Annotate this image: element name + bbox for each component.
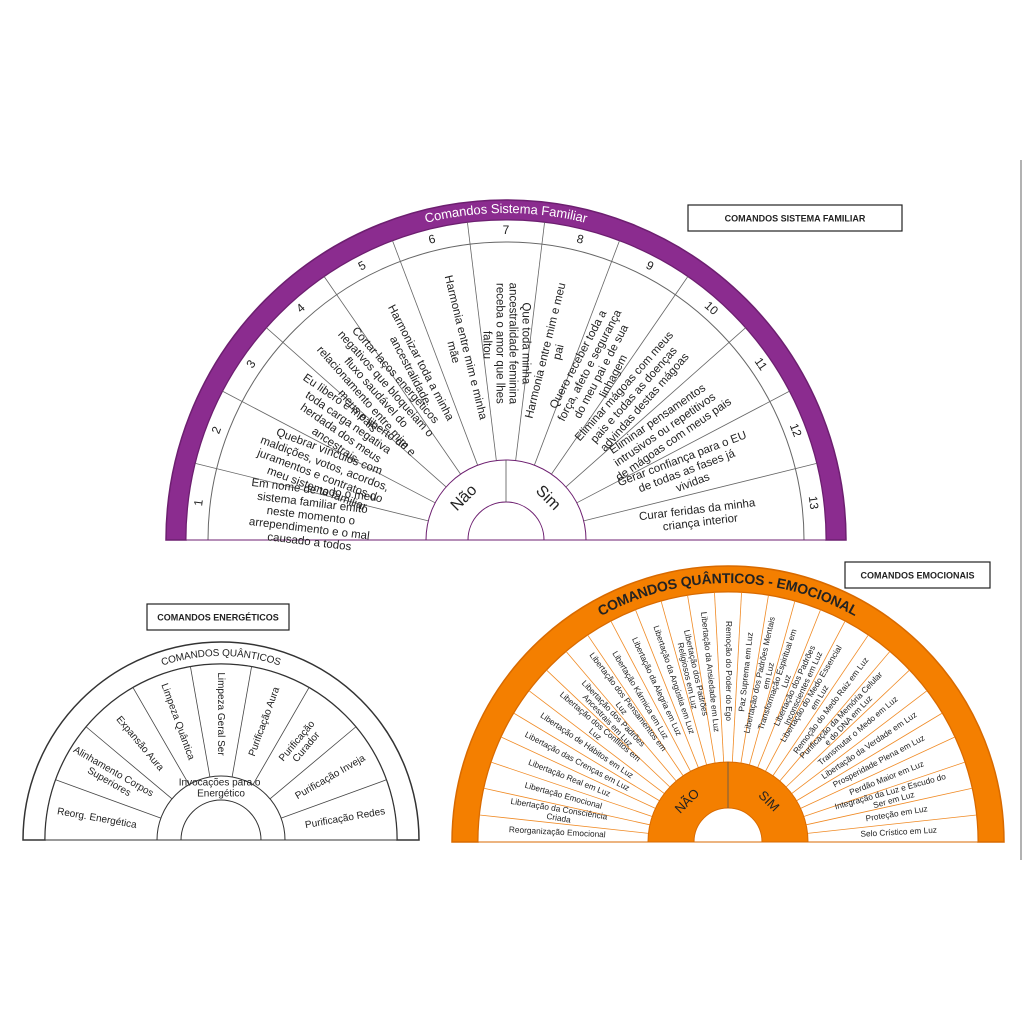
sector-divider	[513, 712, 660, 802]
sector-divider	[576, 390, 790, 504]
number-ring	[207, 241, 805, 541]
box-label: COMANDOS SISTEMA FAMILIAR	[725, 213, 866, 223]
sector-divider	[785, 669, 910, 788]
sector-divider	[551, 276, 689, 475]
sector-number: 12	[787, 421, 805, 439]
sector-divider	[252, 687, 310, 785]
hub-label: Invocações para o Energético	[179, 777, 264, 799]
sector-divider	[323, 276, 461, 475]
sector-divider	[467, 222, 497, 461]
sector-divider	[546, 669, 671, 788]
sector-number: 1	[191, 498, 206, 507]
sector-label: Remoção do Poder do Ego	[724, 621, 734, 721]
sector-divider	[807, 814, 977, 834]
sector-divider	[635, 609, 699, 768]
sector-divider	[85, 726, 173, 800]
sector-number: 13	[806, 495, 822, 510]
sector-divider	[714, 592, 725, 763]
sector-divider	[195, 463, 429, 522]
sector-divider	[610, 620, 691, 772]
sector-number: 2	[209, 424, 225, 436]
sector-divider	[528, 690, 665, 794]
dial-face	[185, 219, 827, 541]
sector-number: 7	[503, 223, 510, 237]
sector-divider	[749, 601, 796, 766]
sector-divider	[757, 609, 821, 768]
dial-face	[44, 663, 398, 841]
sector-divider	[490, 761, 653, 817]
box-label-frame	[844, 561, 991, 589]
box-label: COMANDOS EMOCIONAIS	[860, 570, 974, 580]
sector-divider	[660, 601, 707, 766]
sector-divider	[583, 463, 817, 522]
hub-hole	[693, 807, 763, 843]
sector-divider	[281, 779, 387, 819]
sector-divider	[806, 787, 973, 826]
sector-divider	[565, 327, 746, 488]
hub-hole	[180, 799, 262, 841]
hub-hole	[467, 501, 545, 541]
sector-divider	[190, 666, 211, 778]
sector-divider	[791, 690, 928, 794]
sector-divider	[740, 595, 769, 764]
box-label-frame	[687, 204, 903, 232]
sector-label: Selo Crístico em Luz	[860, 825, 937, 839]
sector-divider	[772, 634, 869, 777]
sector-divider	[392, 240, 479, 466]
box-label-frame	[146, 603, 290, 631]
sector-divider	[515, 222, 545, 461]
sector-divider	[266, 327, 447, 488]
sector-divider	[222, 390, 436, 504]
sector-label: Limpeza Geral Ser	[215, 672, 226, 756]
sector-divider	[565, 651, 677, 782]
sector-number: 8	[575, 232, 585, 247]
sector-divider	[803, 761, 966, 817]
sector-divider	[269, 726, 357, 800]
sector-divider	[779, 651, 891, 782]
sector-number: 6	[427, 232, 437, 247]
sector-divider	[533, 240, 620, 466]
sector-label: Que toda minha ancestralidade feminina r…	[480, 283, 531, 408]
sector-divider	[765, 620, 846, 772]
sector-divider	[731, 592, 742, 763]
box-label: COMANDOS ENERGÉTICOS	[157, 612, 279, 622]
sector-divider	[483, 787, 650, 826]
sector-divider	[479, 814, 649, 834]
sector-divider	[587, 634, 684, 777]
sector-divider	[687, 595, 716, 764]
sector-divider	[231, 666, 252, 778]
sector-divider	[796, 712, 943, 802]
dial-face	[477, 591, 979, 843]
sector-divider	[800, 736, 956, 809]
sector-divider	[500, 736, 656, 809]
sector-divider	[132, 687, 190, 785]
sector-divider	[55, 779, 161, 819]
